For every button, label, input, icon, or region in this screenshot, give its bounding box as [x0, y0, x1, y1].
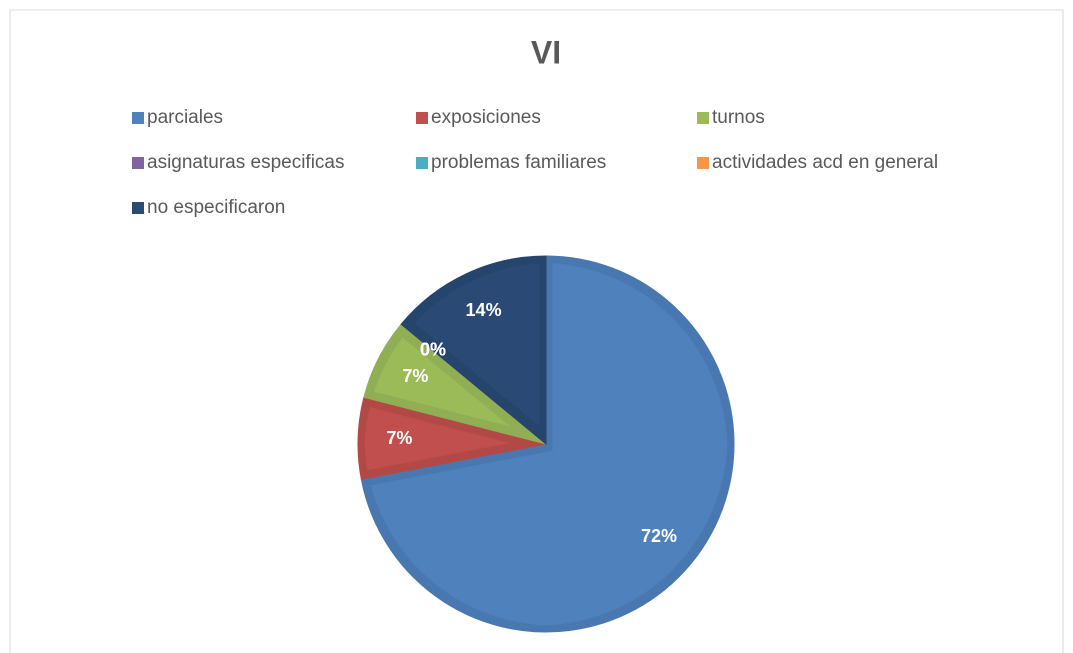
legend-swatch: [416, 157, 428, 169]
chart-title: VI: [531, 34, 561, 70]
pie-slice: [360, 255, 735, 633]
legend-label: no especificaron: [147, 197, 285, 218]
slice-label: 0%: [420, 339, 446, 359]
legend-swatch: [132, 112, 144, 124]
legend-swatch: [697, 157, 709, 169]
slice-label: 7%: [402, 366, 428, 386]
legend-label: parciales: [147, 107, 223, 128]
legend-label: asignaturas especificas: [147, 152, 345, 173]
pie-slice: [400, 255, 547, 446]
legend-label: problemas familiares: [431, 152, 606, 173]
legend-swatch: [697, 112, 709, 124]
slice-label: 0%: [420, 339, 446, 359]
legend-swatch: [416, 112, 428, 124]
legend-label: turnos: [712, 107, 765, 128]
slice-label: 0%: [420, 339, 446, 359]
legend-label: actividades acd en general: [712, 152, 938, 173]
legend-swatch: [132, 157, 144, 169]
legend-label: exposiciones: [431, 107, 541, 128]
slice-label: 14%: [466, 300, 502, 320]
legend-swatch: [132, 202, 144, 214]
chart-border: [9, 9, 1064, 653]
slice-label: 7%: [386, 428, 412, 448]
slice-label: 72%: [641, 526, 677, 546]
